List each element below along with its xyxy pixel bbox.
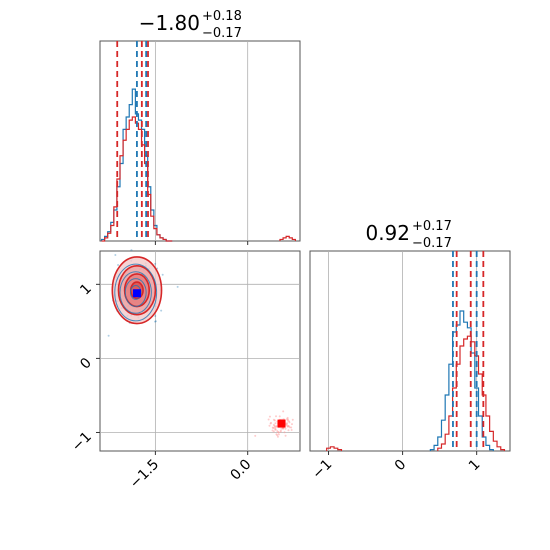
bottom-left-point-red (287, 418, 290, 421)
bottom-left-x-ticks: −1.5 0.0 (127, 451, 255, 492)
bottom-left-point-blue (154, 315, 157, 318)
bottom-left-point-red (274, 428, 277, 431)
bottom-left-point-blue (154, 262, 157, 265)
top-left-frame (99, 40, 301, 242)
bottom-left-contour-blue-2 (124, 278, 147, 307)
bottom-right-quantile-lines (452, 251, 485, 451)
bottom-left-point-red (268, 415, 271, 418)
bottom-left-point-red (277, 431, 280, 434)
bottom-left-point-red (287, 429, 290, 432)
bottom-left-point-red (275, 415, 278, 418)
bottom-right-grid (328, 251, 478, 451)
bottom-right-hist-series-1 (326, 335, 506, 451)
top-left-title-value: −1.80 (139, 11, 200, 35)
bottom-left-markers (132, 289, 286, 428)
bottom-left-ytick-label-0: −1 (69, 429, 95, 455)
bottom-left-point-red (284, 434, 287, 437)
bottom-left-point-red (279, 429, 282, 432)
bottom-left-point-red (273, 424, 276, 427)
bottom-left-point-red (283, 431, 286, 434)
bottom-left-xtick-label-0: −1.5 (127, 457, 162, 492)
bottom-left-point-red (274, 422, 277, 425)
bottom-left-marker-blue (132, 289, 141, 298)
bottom-right-title-plus: +0.17 (412, 219, 452, 234)
bottom-left-contour-blue-1 (119, 271, 152, 314)
bottom-left-y-ticks: −1 0 1 (69, 281, 100, 455)
bottom-left-frame (99, 250, 301, 452)
bottom-left-point-red (272, 430, 275, 433)
bottom-left-point-blue (176, 285, 179, 288)
bottom-left-point-blue (117, 264, 120, 267)
bottom-left-point-red (284, 427, 287, 430)
bottom-left-point-red (267, 418, 270, 421)
bottom-left-point-red (273, 419, 276, 422)
bottom-left-ytick-label-2: 1 (77, 281, 95, 299)
bottom-right-title-minus: −0.17 (412, 236, 452, 251)
bottom-left-ytick-label-1: 0 (77, 355, 95, 373)
bottom-left-point-red (280, 427, 283, 430)
top-left-grid (154, 41, 249, 245)
bottom-left-point-red (276, 434, 279, 437)
panel-bottom-left: −1.5 0.0 −1 0 1 (69, 249, 301, 492)
bottom-left-point-red (290, 423, 293, 426)
bottom-left-point-red (276, 435, 279, 438)
bottom-left-point-blue (160, 309, 163, 312)
bottom-right-frame (309, 250, 511, 452)
bottom-left-xtick-label-1: 0.0 (227, 457, 254, 484)
top-left-histograms (100, 88, 296, 242)
bottom-left-marker-red (277, 419, 286, 428)
bottom-right-title-value: 0.92 (365, 221, 410, 245)
bottom-right-histograms (326, 310, 506, 451)
bottom-left-point-red (268, 424, 271, 427)
bottom-left-point-red (291, 418, 294, 421)
bottom-left-point-blue (114, 254, 117, 257)
bottom-left-point-blue (161, 273, 164, 276)
bottom-left-contour-blue-0 (114, 263, 158, 322)
panel-bottom-right: −1 0 1 0.92 +0.17 −0.17 (309, 219, 511, 482)
top-left-quantile-lines (116, 41, 149, 241)
bottom-left-point-red (290, 429, 293, 432)
bottom-left-point-blue (154, 320, 157, 323)
bottom-left-point-red (278, 415, 281, 418)
bottom-right-x-ticks: −1 0 1 (309, 451, 483, 482)
bottom-left-point-red (290, 426, 293, 429)
bottom-left-point-red (254, 434, 257, 437)
bottom-left-point-red (273, 426, 276, 429)
bottom-left-point-red (277, 433, 280, 436)
top-left-title-plus: +0.18 (202, 9, 242, 24)
bottom-left-point-blue (130, 249, 133, 252)
bottom-left-point-blue (154, 320, 157, 323)
bottom-left-point-red (271, 426, 274, 429)
bottom-left-point-red (270, 421, 273, 424)
bottom-left-point-blue (107, 334, 110, 337)
top-left-title-minus: −0.17 (202, 26, 242, 41)
bottom-right-xtick-label-0: −1 (309, 457, 335, 483)
bottom-left-point-red (286, 422, 289, 425)
panel-top-left: −1.80 +0.18 −0.17 (99, 9, 301, 245)
bottom-right-xtick-label-2: 1 (466, 457, 484, 475)
bottom-right-xtick-label-1: 0 (392, 457, 410, 475)
bottom-left-point-red (282, 410, 285, 413)
bottom-left-point-red (286, 424, 289, 427)
top-left-hist-series-1 (101, 116, 296, 242)
